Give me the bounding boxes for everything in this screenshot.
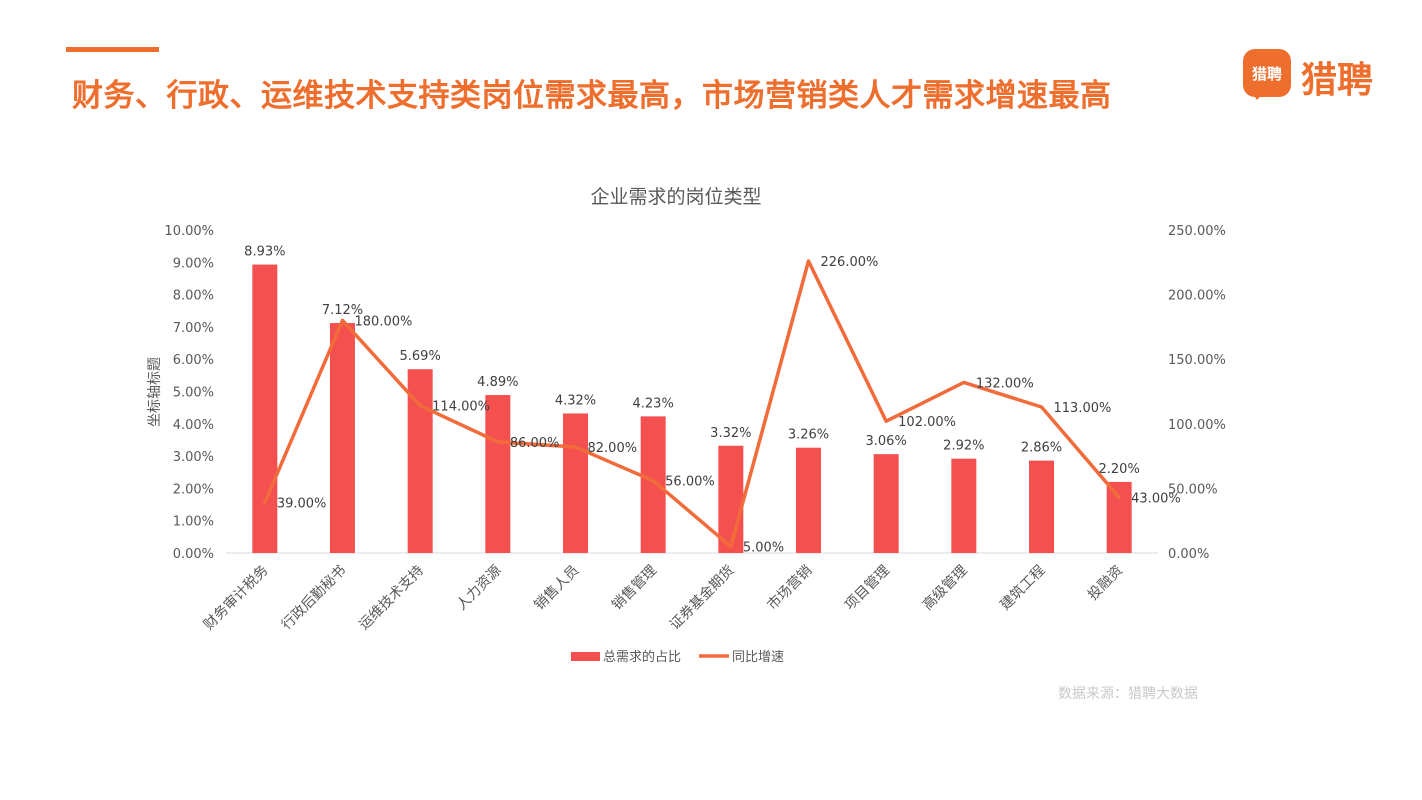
y-tick-label: 6.00% [173, 353, 214, 368]
bar-data-label: 4.32% [555, 393, 596, 408]
bar-data-label: 2.92% [943, 439, 984, 454]
bar-data-label: 3.32% [710, 426, 751, 441]
x-tick-label: 销售管理 [609, 563, 660, 614]
x-tick-label: 投融资 [1085, 563, 1126, 604]
line-data-label: 226.00% [821, 255, 879, 270]
line-data-label: 39.00% [277, 497, 327, 512]
x-tick-label: 财务审计税务 [201, 563, 272, 634]
bar [252, 264, 278, 553]
y-tick-label: 0.00% [173, 547, 214, 562]
x-tick-label: 行政后勤秘书 [279, 563, 350, 634]
y-tick-label: 1.00% [173, 515, 214, 530]
y2-tick-label: 250.00% [1168, 224, 1226, 239]
bar [640, 416, 666, 553]
x-tick-label: 运维技术支持 [356, 563, 427, 634]
title-accent-bar [66, 47, 159, 52]
bar-data-label: 4.23% [633, 396, 674, 411]
bar-data-label: 7.12% [322, 303, 363, 318]
bar [330, 323, 355, 553]
y2-tick-label: 100.00% [1168, 418, 1226, 433]
line-data-label: 43.00% [1131, 491, 1181, 506]
x-tick-label: 市场营销 [764, 562, 816, 614]
bar [718, 445, 744, 553]
line-data-label: 132.00% [976, 376, 1034, 391]
y2-tick-label: 200.00% [1168, 289, 1226, 304]
x-tick-label: 人力资源 [454, 563, 505, 614]
line-data-label: 5.00% [743, 541, 784, 556]
y-tick-label: 4.00% [173, 418, 214, 433]
bar-data-label: 8.93% [244, 245, 285, 260]
logo-badge-text: 猎聘 [1251, 64, 1282, 83]
brand-name: 猎聘 [1301, 60, 1374, 101]
x-tick-label: 项目管理 [842, 563, 893, 614]
x-tick-label: 建筑工程 [997, 563, 1048, 614]
page-headline: 财务、行政、运维技术支持类岗位需求最高，市场营销类人才需求增速最高 [72, 78, 1112, 114]
legend-label-line: 同比增速 [732, 650, 784, 665]
bar-data-label: 4.89% [477, 375, 518, 390]
line-data-label: 180.00% [355, 314, 413, 329]
line-data-label: 113.00% [1054, 401, 1112, 416]
legend-label-bar: 总需求的占比 [603, 649, 681, 665]
bar [407, 369, 433, 553]
y2-tick-label: 50.00% [1168, 482, 1218, 497]
bar [1106, 481, 1132, 553]
y2-tick-label: 0.00% [1168, 547, 1209, 562]
bar-data-label: 2.20% [1099, 462, 1140, 477]
bar [796, 447, 821, 553]
bar-data-label: 3.26% [788, 428, 829, 443]
y2-tick-label: 150.00% [1168, 353, 1226, 368]
bar-data-label: 5.69% [400, 349, 441, 364]
chart-title: 企业需求的岗位类型 [590, 186, 761, 208]
y-tick-label: 7.00% [173, 321, 214, 336]
bar [485, 395, 511, 553]
bar [951, 458, 977, 553]
data-source-note: 数据来源：猎聘大数据 [1058, 686, 1198, 702]
line-data-label: 56.00% [665, 475, 715, 490]
line-series-growth [263, 259, 1121, 549]
bar [1029, 460, 1054, 553]
y-tick-label: 9.00% [173, 256, 214, 271]
line-data-label: 86.00% [510, 436, 560, 451]
bar [873, 454, 899, 553]
line-data-label: 102.00% [898, 415, 956, 430]
y-tick-label: 10.00% [164, 224, 214, 239]
y-tick-label: 8.00% [173, 289, 214, 304]
bar [563, 413, 588, 553]
y-axis-title: 坐标轴标题 [147, 357, 163, 427]
y-tick-label: 2.00% [173, 482, 214, 497]
legend-swatch-bar [571, 652, 600, 661]
y-tick-label: 3.00% [173, 450, 214, 465]
x-tick-label: 高级管理 [919, 562, 971, 614]
bar-data-label: 2.86% [1021, 441, 1062, 456]
liepin-logo-icon: 猎聘 [1243, 49, 1291, 97]
y-tick-label: 5.00% [173, 386, 214, 401]
line-data-label: 114.00% [432, 400, 490, 415]
bar-data-label: 3.06% [866, 434, 907, 449]
x-tick-label: 证券基金期货 [666, 562, 737, 633]
logo-speech-tail [1251, 91, 1265, 100]
x-tick-label: 销售人员 [531, 563, 582, 614]
line-data-label: 82.00% [588, 441, 638, 456]
